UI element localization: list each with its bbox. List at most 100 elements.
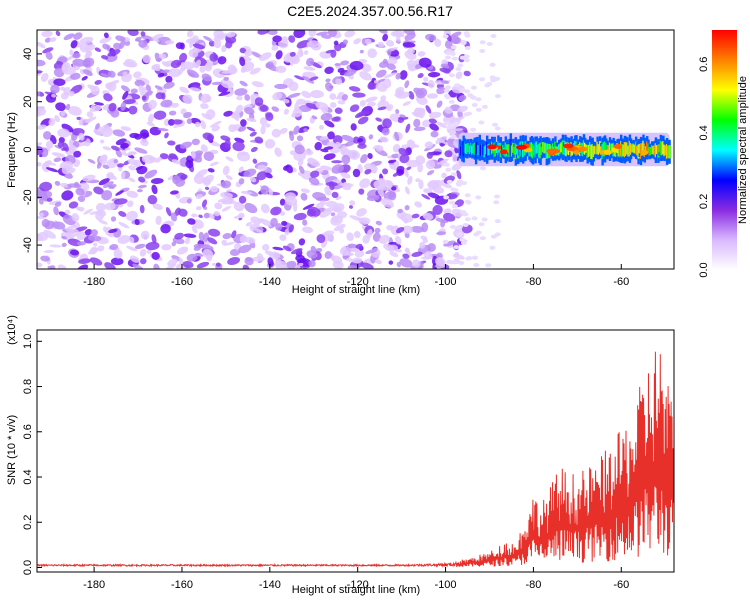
heatmap-noise-cell — [436, 86, 446, 95]
heatmap-x-tick-label: -160 — [171, 276, 193, 288]
heatmap-noise-cell — [359, 100, 366, 107]
heatmap-noise-cell — [182, 261, 194, 269]
heatmap-noise-cell — [331, 215, 340, 223]
heatmap-noise-cell — [37, 142, 42, 147]
heatmap-noise-cell — [490, 34, 497, 38]
heatmap-noise-cell — [479, 77, 485, 82]
heatmap-noise-cell — [54, 180, 61, 186]
heatmap-noise-cell — [450, 187, 457, 192]
heatmap-noise-cell — [462, 223, 469, 227]
heatmap-noise-cell — [184, 237, 191, 245]
heatmap-noise-cell — [182, 94, 193, 104]
heatmap-noise-cell — [382, 118, 392, 129]
heatmap-noise-cell — [457, 179, 463, 184]
heatmap-noise-cell — [98, 178, 110, 186]
heatmap-band-cell — [500, 145, 504, 154]
heatmap-noise-cell — [464, 199, 471, 204]
heatmap-noise-cell — [83, 208, 93, 215]
heatmap-noise-cell — [93, 186, 104, 195]
heatmap-noise-cell — [455, 225, 462, 230]
heatmap-noise-cell — [187, 218, 196, 225]
snr-panel: -180 -160 -140 -120 -100 -80 -60 0.00.20.40.60… — [6, 315, 675, 596]
heatmap-noise-cell — [332, 135, 343, 145]
heatmap-noise-cell — [480, 166, 486, 171]
heatmap-noise-cell — [161, 61, 170, 67]
heatmap-noise-cell — [154, 85, 163, 91]
heatmap-noise-cell — [224, 139, 231, 149]
heatmap-noise-cell — [186, 155, 194, 164]
heatmap-noise-cell — [246, 126, 256, 132]
heatmap-noise-cell — [387, 49, 392, 56]
heatmap-noise-cell — [122, 61, 136, 68]
heatmap-noise-cell — [478, 222, 485, 227]
heatmap-noise-cell — [120, 142, 129, 149]
heatmap-noise-cell — [300, 192, 308, 201]
heatmap-noise-cell — [223, 76, 229, 81]
heatmap-noise-cell — [126, 190, 139, 198]
heatmap-noise-cell — [281, 36, 288, 42]
heatmap-noise-cell — [151, 36, 160, 43]
heatmap-hotspot — [516, 144, 527, 150]
heatmap-noise-cell — [146, 121, 155, 127]
colorbar-tick-label: 0.6 — [698, 57, 710, 72]
heatmap-noise-cell — [140, 138, 149, 147]
heatmap-noise-cell — [352, 257, 363, 264]
heatmap-noise-cell — [135, 166, 143, 171]
heatmap-noise-cell — [45, 167, 59, 173]
heatmap-noise-cell — [151, 234, 157, 244]
snr-x-tick-label: -140 — [259, 579, 281, 591]
heatmap-noise-cell — [379, 136, 389, 143]
heatmap-noise-cell — [325, 78, 331, 83]
heatmap-noise-cell — [347, 149, 360, 160]
heatmap-noise-cell — [194, 121, 201, 128]
heatmap-noise-cell — [489, 245, 496, 250]
heatmap-noise-cell — [444, 150, 453, 158]
heatmap-noise-cell — [413, 118, 421, 128]
heatmap-noise-cell — [349, 60, 364, 71]
heatmap-noise-cell — [171, 102, 179, 108]
heatmap-noise-cell — [268, 190, 274, 196]
heatmap-noise-cell — [87, 235, 102, 242]
heatmap-noise-cell — [451, 56, 458, 61]
heatmap-noise-cell — [421, 194, 431, 200]
heatmap-noise-cell — [191, 151, 196, 159]
heatmap-noise-cell — [475, 107, 482, 112]
heatmap-noise-cell — [333, 224, 346, 232]
heatmap-noise-cell — [449, 51, 456, 56]
heatmap-noise-cell — [234, 137, 245, 144]
colorbar-tick-label: 0.4 — [698, 125, 710, 140]
heatmap-noise-cell — [386, 63, 396, 71]
heatmap-y-tick-label: 0 — [22, 146, 34, 152]
heatmap-noise-cell — [310, 170, 320, 178]
heatmap-x-tick-label: -180 — [83, 276, 105, 288]
heatmap-x-tick-label: -80 — [525, 276, 541, 288]
heatmap-noise-cell — [101, 127, 113, 137]
heatmap-noise-cell — [76, 116, 81, 120]
heatmap-noise-cell — [443, 240, 456, 247]
heatmap-noise-cell — [347, 243, 359, 249]
heatmap-noise-cell — [296, 40, 310, 49]
heatmap-noise-cell — [428, 71, 441, 78]
heatmap-noise-cell — [479, 236, 486, 241]
heatmap-noise-cell — [54, 201, 62, 207]
heatmap-noise-cell — [315, 101, 329, 111]
heatmap-noise-cell — [254, 97, 264, 106]
heatmap-noise-cell — [448, 99, 455, 104]
heatmap-noise-cell — [225, 156, 234, 162]
heatmap-noise-cell — [392, 172, 399, 177]
heatmap-noise-cell — [459, 237, 466, 242]
heatmap-noise-cell — [171, 241, 177, 247]
heatmap-noise-cell — [85, 50, 93, 58]
heatmap-noise-cell — [211, 262, 216, 266]
heatmap-noise-cell — [274, 83, 288, 90]
heatmap-noise-cell — [308, 260, 316, 268]
heatmap-noise-cell — [239, 47, 247, 54]
heatmap-noise-cell — [134, 218, 140, 226]
heatmap-noise-cell — [251, 81, 264, 88]
heatmap-noise-cell — [117, 163, 124, 168]
heatmap-noise-cell — [179, 86, 190, 94]
heatmap-noise-cell — [457, 63, 464, 68]
heatmap-noise-cell — [251, 51, 262, 58]
heatmap-noise-cell — [245, 221, 252, 227]
heatmap-noise-cell — [155, 92, 165, 100]
